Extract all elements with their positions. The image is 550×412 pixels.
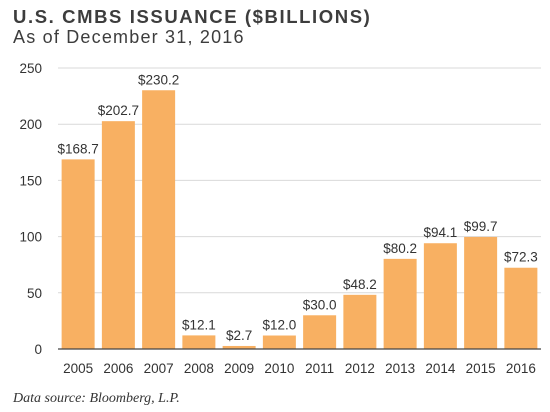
axes: 0 50 100 150 200 250 2005 2006 2007 2008 2009 2010 2… bbox=[19, 61, 541, 376]
bar-2016 bbox=[504, 267, 538, 349]
data-label: $72.3 bbox=[504, 250, 538, 265]
bars bbox=[61, 90, 538, 350]
data-label: $12.1 bbox=[182, 317, 216, 332]
data-label: $94.1 bbox=[423, 225, 457, 240]
x-tick-label: 2006 bbox=[103, 361, 133, 376]
data-labels: $168.7 $202.7 $230.2 $12.1 $2.7 $12.0 $30.0 $48… bbox=[57, 72, 537, 343]
y-tick-label: 0 bbox=[34, 342, 42, 357]
y-tick-label: 100 bbox=[19, 230, 42, 245]
data-label: $12.0 bbox=[262, 318, 296, 333]
y-tick-label: 200 bbox=[19, 117, 42, 132]
bar-2006 bbox=[101, 121, 135, 350]
data-label: $202.7 bbox=[98, 103, 139, 118]
x-tick-label: 2010 bbox=[264, 361, 294, 376]
y-tick-label: 50 bbox=[27, 286, 42, 301]
x-tick-label: 2016 bbox=[506, 361, 536, 376]
bar-2015 bbox=[464, 236, 498, 349]
data-label: $230.2 bbox=[138, 72, 179, 87]
gridlines bbox=[58, 67, 541, 294]
x-tick-label: 2012 bbox=[345, 361, 375, 376]
bar-2013 bbox=[383, 258, 417, 349]
bar-2014 bbox=[423, 243, 457, 349]
x-tick-label: 2005 bbox=[63, 361, 93, 376]
bar-2010 bbox=[262, 335, 296, 349]
data-label: $99.7 bbox=[464, 219, 498, 234]
data-source-note: Data source: Bloomberg, L.P. bbox=[13, 391, 180, 406]
data-label: $48.2 bbox=[343, 277, 377, 292]
x-tick-label: 2011 bbox=[305, 361, 334, 376]
bar-2007 bbox=[142, 90, 176, 350]
x-tick-label: 2007 bbox=[144, 361, 174, 376]
data-label: $30.0 bbox=[303, 297, 337, 312]
chart-subtitle: As of December 31, 2016 bbox=[13, 27, 245, 47]
bar-2011 bbox=[303, 315, 337, 349]
x-tick-label: 2014 bbox=[425, 361, 456, 376]
data-label: $168.7 bbox=[57, 141, 98, 156]
chart-title: U.S. CMBS ISSUANCE ($BILLIONS) bbox=[13, 6, 372, 27]
x-tick-label: 2013 bbox=[385, 361, 415, 376]
y-tick-label: 250 bbox=[19, 61, 42, 76]
bar-2012 bbox=[343, 294, 377, 349]
x-tick-label: 2015 bbox=[466, 361, 496, 376]
x-tick-label: 2008 bbox=[184, 361, 214, 376]
y-tick-label: 150 bbox=[19, 173, 42, 188]
bar-2008 bbox=[182, 335, 216, 349]
bar-2009 bbox=[222, 345, 256, 349]
data-label: $80.2 bbox=[383, 241, 417, 256]
bar-2005 bbox=[61, 159, 95, 349]
data-label: $2.7 bbox=[226, 328, 252, 343]
x-tick-label: 2009 bbox=[224, 361, 254, 376]
